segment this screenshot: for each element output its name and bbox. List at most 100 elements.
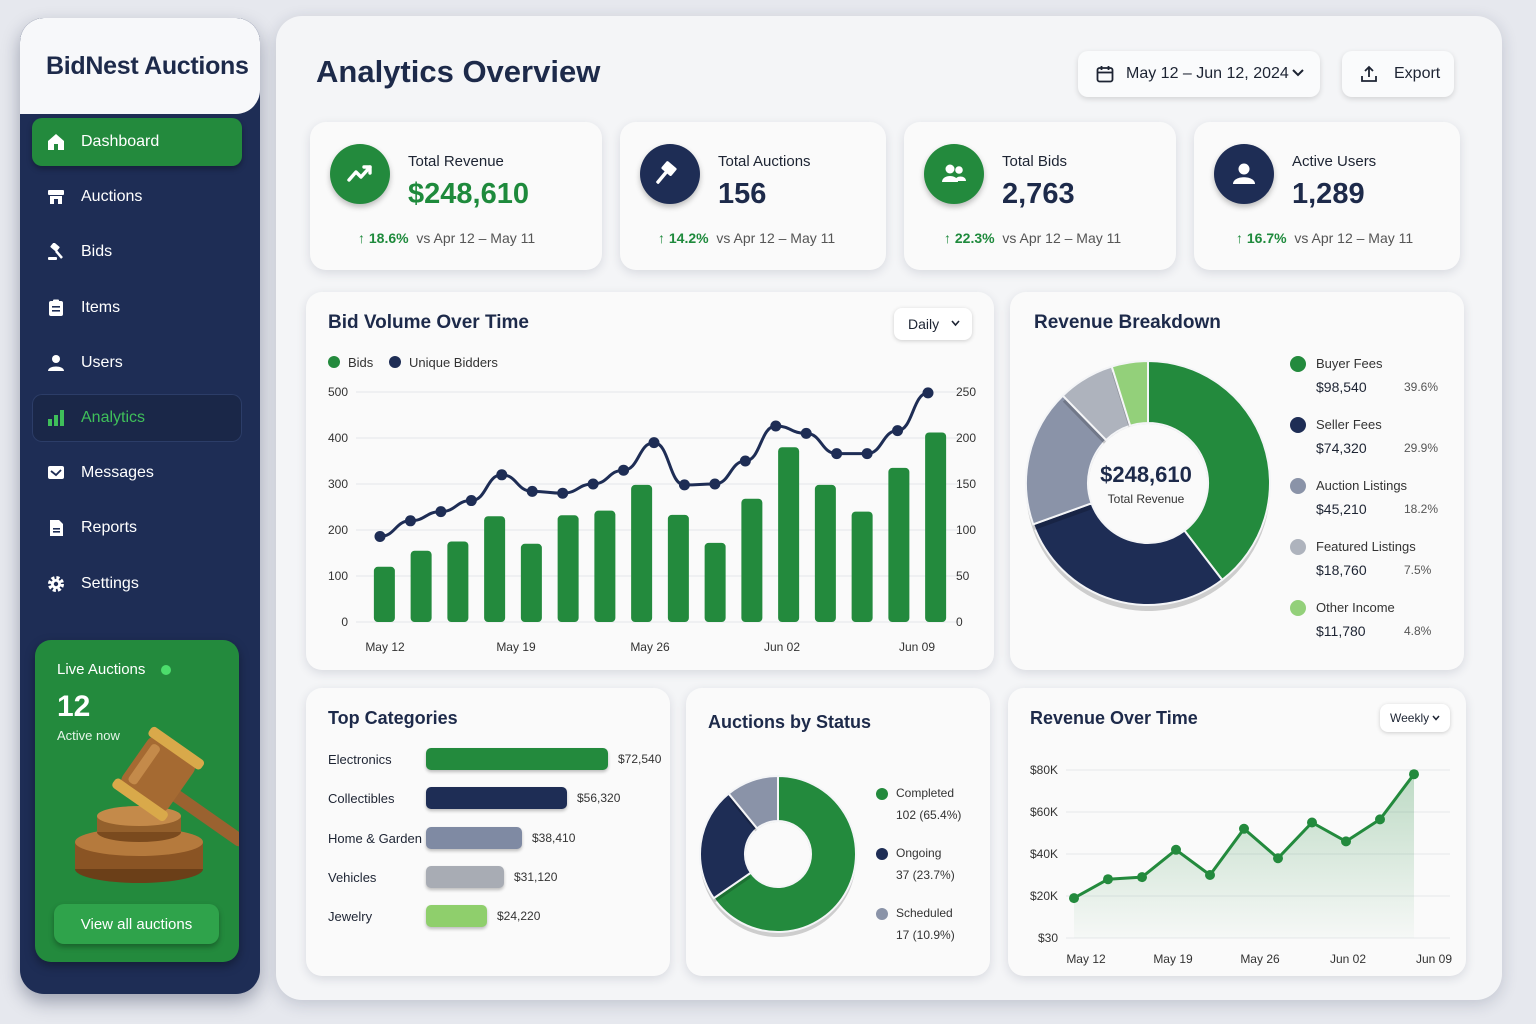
chevron-down-icon [1432,715,1440,721]
x-tick-label: Jun 09 [1416,952,1452,966]
live-auctions-count: 12 [57,690,91,723]
kpi-change-percent: 16.7% [1246,230,1287,246]
arrow-up-icon: ↑ [1236,230,1243,246]
sidebar-item-analytics[interactable]: Analytics [32,393,242,442]
sidebar-item-dashboard[interactable]: Dashboard [32,118,242,166]
category-bar [426,787,567,810]
users-icon [924,144,984,204]
legend-swatch-bids [328,356,340,368]
bar [484,516,506,622]
gavel-icon [46,242,66,262]
line-point [1171,844,1181,855]
x-tick-label: May 26 [1240,952,1280,966]
gavel-illustration-icon [75,726,239,883]
sidebar-item-label: Analytics [81,408,146,426]
kpi-compare: vs Apr 12 – May 11 [1002,230,1122,246]
date-range-label: May 12 – Jun 12, 2024 [1126,65,1289,82]
x-tick-label: Jun 02 [1330,952,1366,966]
x-tick-label: May 19 [496,640,536,654]
sidebar-item-items[interactable]: Items [32,284,242,332]
line-point [678,479,690,491]
kpi-change: ↑ 14.2% vs Apr 12 – May 11 [658,230,835,246]
line-point [800,427,812,439]
auctions-status-donut [699,774,857,937]
kpi-value: $248,610 [408,178,529,210]
line-point [1239,823,1249,834]
kpi-card-total-bids: Total Bids 2,763 ↑ 22.3% vs Apr 12 – May… [904,122,1176,270]
sidebar-item-settings[interactable]: Settings [32,560,242,608]
revenue-period-select[interactable]: Weekly [1380,704,1450,732]
sidebar-item-messages[interactable]: Messages [32,449,242,497]
kpi-value: 1,289 [1292,178,1365,210]
revenue-breakdown-title: Revenue Breakdown [1034,312,1221,333]
y2-tick-label: 200 [956,431,976,445]
bar [631,484,653,622]
category-name: Collectibles [328,791,395,807]
chevron-down-icon [951,320,960,327]
home-icon [46,132,66,152]
line-point [1307,817,1317,828]
category-value: $31,120 [514,869,558,884]
bid-volume-card: Bid Volume Over Time Daily 0 100 200 300 400… [306,292,994,670]
sidebar-item-bids[interactable]: Bids [32,228,242,276]
y-tick-label: $80K [1030,763,1058,777]
revenue-over-time-chart: $30 $20K $40K $60K $80K May 12 May 19 May 26 Jun… [1030,763,1452,966]
y2-tick-label: 50 [956,569,970,583]
line-point [404,515,416,527]
sidebar-item-label: Auctions [81,188,143,206]
donut-hole [1089,424,1207,542]
category-row: Electronics $72,540 [328,748,668,772]
pie-slice [699,792,759,900]
line-point [1375,814,1385,825]
line-point [1409,769,1419,780]
sidebar-item-auctions[interactable]: Auctions [32,173,242,221]
line-point [1137,872,1147,883]
line-point [526,485,538,497]
sidebar-item-label: Messages [81,464,154,482]
kpi-label: Total Bids [1002,153,1068,170]
legend-value: 102 (65.4%) [896,808,962,822]
y-tick-label: 200 [328,523,348,537]
kpi-change: ↑ 18.6% vs Apr 12 – May 11 [358,230,535,246]
line-point [709,478,721,490]
arrow-up-icon: ↑ [358,230,365,246]
donut-center-value: $248,610 [1100,462,1192,487]
bar [925,432,947,622]
bid-volume-period-select[interactable]: Daily [894,308,972,340]
export-label: Export [1394,65,1441,82]
upload-icon [1360,65,1378,83]
auctions-status-title: Auctions by Status [708,712,872,732]
view-all-auctions-button[interactable]: View all auctions [54,904,219,944]
y-tick-label: $40K [1030,847,1058,861]
date-range-picker[interactable]: May 12 – Jun 12, 2024 [1078,51,1320,97]
legend-name: Completed [896,786,955,800]
sidebar-item-users[interactable]: Users [32,339,242,387]
line-point [648,437,660,449]
export-button[interactable]: Export [1342,51,1454,97]
bar [410,550,432,622]
legend-value: $74,320 [1316,440,1367,456]
gavel-icon [640,144,700,204]
bar-chart-icon [46,408,66,428]
legend-name: Ongoing [896,846,942,860]
pie-slice [1031,502,1224,606]
bar [851,511,873,622]
legend-value: $18,760 [1316,562,1367,578]
category-value: $38,410 [532,830,576,845]
category-name: Jewelry [328,909,373,925]
legend-swatch [1290,539,1306,555]
live-auctions-subtitle: Active now [57,728,120,743]
sidebar-item-label: Users [81,353,123,371]
legend-swatch [1290,417,1306,433]
bar [447,541,469,622]
auctions-status-card: Auctions by Status Completed 102 (65.4%)… [686,688,990,976]
category-row: Home & Garden $38,410 [328,826,668,851]
x-tick-label: Jun 02 [764,640,800,654]
period-label: Weekly [1390,711,1430,725]
y-tick-label: $60K [1030,805,1058,819]
line-point [587,478,599,490]
line-point [739,455,751,467]
legend-value: $11,780 [1316,623,1366,639]
sidebar-nav: Dashboard Auctions Bids Items Users Anal… [32,118,242,615]
sidebar-item-reports[interactable]: Reports [32,504,242,552]
